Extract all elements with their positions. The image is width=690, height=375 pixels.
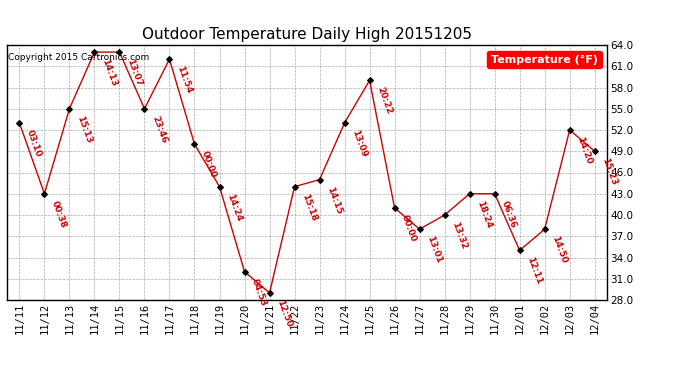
Text: 14:15: 14:15	[325, 185, 344, 215]
Point	[514, 248, 525, 254]
Point	[189, 141, 200, 147]
Text: 00:00: 00:00	[200, 150, 218, 179]
Point	[139, 106, 150, 112]
Point	[164, 56, 175, 62]
Legend: Temperature (°F): Temperature (°F)	[487, 51, 602, 68]
Text: 12:11: 12:11	[525, 256, 544, 286]
Point	[264, 290, 275, 296]
Point	[389, 205, 400, 211]
Point	[339, 120, 350, 126]
Text: 14:13: 14:13	[100, 58, 118, 88]
Point	[214, 184, 225, 190]
Point	[39, 191, 50, 197]
Text: 12:50: 12:50	[275, 298, 293, 328]
Text: 00:38: 00:38	[50, 199, 68, 229]
Text: 00:00: 00:00	[400, 213, 418, 243]
Text: 13:01: 13:01	[425, 235, 444, 265]
Point	[289, 184, 300, 190]
Point	[539, 226, 550, 232]
Point	[239, 268, 250, 274]
Text: 14:20: 14:20	[575, 135, 593, 165]
Text: 04:53: 04:53	[250, 277, 268, 307]
Text: 03:10: 03:10	[25, 129, 43, 158]
Text: 15:18: 15:18	[300, 192, 318, 222]
Point	[314, 177, 325, 183]
Point	[464, 191, 475, 197]
Text: 13:09: 13:09	[350, 129, 368, 159]
Point	[564, 127, 575, 133]
Text: 18:24: 18:24	[475, 199, 493, 230]
Point	[589, 148, 600, 154]
Text: 14:50: 14:50	[550, 235, 569, 265]
Text: 23:46: 23:46	[150, 114, 168, 144]
Text: 13:32: 13:32	[450, 220, 469, 251]
Point	[364, 77, 375, 83]
Text: Copyright 2015 Cartronics.com: Copyright 2015 Cartronics.com	[8, 53, 149, 62]
Point	[14, 120, 25, 126]
Point	[114, 49, 125, 55]
Text: 20:22: 20:22	[375, 86, 393, 116]
Point	[489, 191, 500, 197]
Text: 13:07: 13:07	[125, 58, 144, 88]
Text: 06:36: 06:36	[500, 199, 518, 229]
Text: 14:24: 14:24	[225, 192, 244, 222]
Text: 11:54: 11:54	[175, 65, 193, 95]
Title: Outdoor Temperature Daily High 20151205: Outdoor Temperature Daily High 20151205	[142, 27, 472, 42]
Text: 15:23: 15:23	[600, 157, 618, 187]
Point	[64, 106, 75, 112]
Text: 15:13: 15:13	[75, 114, 93, 144]
Point	[89, 49, 100, 55]
Point	[414, 226, 425, 232]
Point	[439, 212, 450, 218]
